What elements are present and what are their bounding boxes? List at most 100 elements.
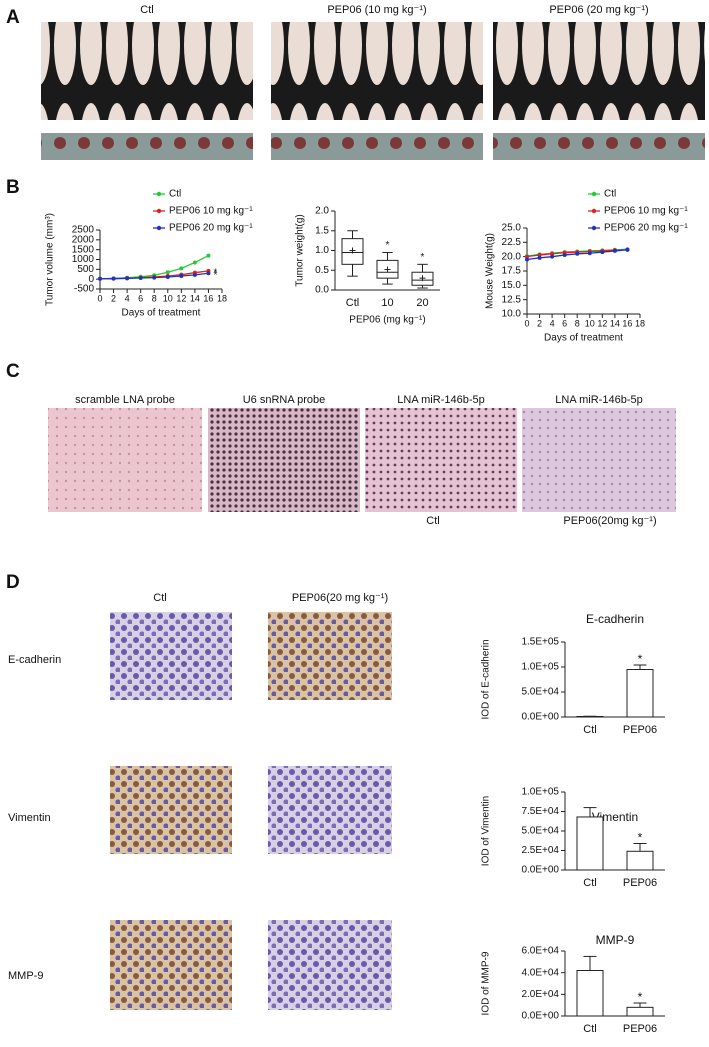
data-point: [600, 250, 605, 255]
data-point: [612, 248, 617, 253]
y-tick-label: 2.0: [315, 206, 329, 217]
y-axis-label: Tumor volume (mm³): [45, 213, 56, 306]
legend-marker: [591, 191, 597, 197]
x-tick-label: 20: [416, 297, 428, 309]
x-axis-label: PEP06 (mg kg⁻¹): [349, 315, 425, 326]
ihc-image: [268, 612, 392, 700]
x-tick-label: 18: [635, 318, 645, 328]
ihc-image: [110, 920, 232, 1010]
y-tick-label: 1000: [72, 254, 95, 265]
legend-label: Ctl: [169, 189, 181, 200]
y-tick-label: 0: [88, 274, 94, 285]
data-point: [179, 274, 184, 279]
significance: *: [638, 831, 643, 845]
data-point: [625, 247, 630, 252]
data-point: [537, 255, 542, 260]
micrograph: [48, 408, 202, 512]
ihc-image: [110, 612, 232, 700]
bar: [626, 1006, 654, 1017]
image-caption: scramble LNA probe: [75, 394, 175, 406]
y-tick-label: 1.5: [315, 225, 329, 236]
significance: *: [213, 268, 217, 279]
data-point: [152, 275, 157, 280]
legend-label: PEP06 20 mg kg⁻¹: [169, 223, 253, 234]
data-point: [575, 251, 580, 256]
y-tick-label: 5.0E+04: [521, 687, 559, 698]
y-axis-label: Tumor weight(g): [295, 214, 306, 286]
x-tick-label: PEP06: [623, 724, 657, 736]
y-tick-label: 2500: [72, 225, 95, 236]
x-tick-label: 10: [163, 293, 173, 303]
data-point: [206, 253, 211, 258]
y-tick-label: 4.0E+04: [521, 967, 559, 978]
x-tick-label: 4: [125, 293, 130, 303]
micrograph: [522, 408, 676, 512]
x-tick-label: Ctl: [583, 724, 596, 736]
x-tick-label: 10: [585, 318, 595, 328]
significance: *: [638, 990, 643, 1004]
data-point: [138, 275, 143, 280]
data-point: [165, 270, 170, 275]
legend-marker: [156, 225, 162, 231]
tumor-photo: [493, 133, 705, 160]
y-tick-label: 2000: [72, 234, 95, 245]
data-point: [179, 266, 184, 271]
y-tick-label: 1500: [72, 244, 95, 255]
y-tick-label: 20.0: [502, 251, 522, 262]
legend-label: Ctl: [604, 189, 616, 200]
data-point: [165, 275, 170, 280]
y-tick-label: 22.5: [502, 237, 522, 248]
legend-marker: [591, 208, 597, 214]
legend-label: PEP06 10 mg kg⁻¹: [604, 206, 688, 217]
data-point: [125, 276, 130, 281]
panel-label: C: [6, 361, 20, 382]
chart-title: E-cadherin: [586, 612, 644, 626]
x-tick-label: Ctl: [583, 877, 596, 889]
image-caption: PEP06 (20 mg kg⁻¹): [549, 4, 648, 16]
bar: [576, 716, 604, 718]
x-tick-label: PEP06: [623, 1023, 657, 1035]
y-tick-label: 0.0E+00: [521, 1011, 559, 1022]
y-tick-label: 2.5E+04: [521, 845, 559, 856]
bar: [576, 816, 604, 871]
legend-label: PEP06 20 mg kg⁻¹: [604, 223, 688, 234]
micrograph: [208, 408, 360, 512]
group-label: Ctl: [426, 515, 439, 527]
data-point: [111, 276, 116, 281]
x-tick-label: 12: [176, 293, 186, 303]
x-tick-label: 16: [622, 318, 632, 328]
data-point: [192, 272, 197, 277]
bar: [626, 669, 654, 718]
row-label: Vimentin: [8, 812, 51, 824]
mice-photo: [493, 22, 705, 120]
ihc-image: [268, 920, 392, 1010]
y-tick-label: 12.5: [502, 294, 522, 305]
data-point: [562, 252, 567, 257]
legend-marker: [156, 208, 162, 214]
ihc-image: [268, 766, 392, 854]
y-tick-label: 0.0E+00: [521, 865, 559, 876]
data-point: [525, 257, 529, 262]
image-caption: Ctl: [140, 4, 153, 16]
data-point: [206, 271, 211, 276]
y-tick-label: 0.5: [315, 265, 329, 276]
x-tick-label: 4: [550, 318, 555, 328]
y-tick-label: 5.0E+04: [521, 826, 559, 837]
significance: *: [421, 252, 425, 263]
x-tick-label: 2: [537, 318, 542, 328]
y-tick-label: 1.0E+05: [521, 662, 559, 673]
x-tick-label: Ctl: [583, 1023, 596, 1035]
mean-marker: [349, 247, 356, 254]
legend-marker: [591, 225, 597, 231]
data-point: [550, 251, 555, 256]
image-caption: U6 snRNA probe: [243, 394, 326, 406]
y-tick-label: 0.0E+00: [521, 712, 559, 723]
x-tick-label: 14: [190, 293, 200, 303]
y-tick-label: 6.0E+04: [521, 946, 559, 957]
x-tick-label: 6: [562, 318, 567, 328]
x-tick-label: 6: [138, 293, 143, 303]
y-tick-label: 15.0: [502, 280, 522, 291]
x-tick-label: 12: [597, 318, 607, 328]
